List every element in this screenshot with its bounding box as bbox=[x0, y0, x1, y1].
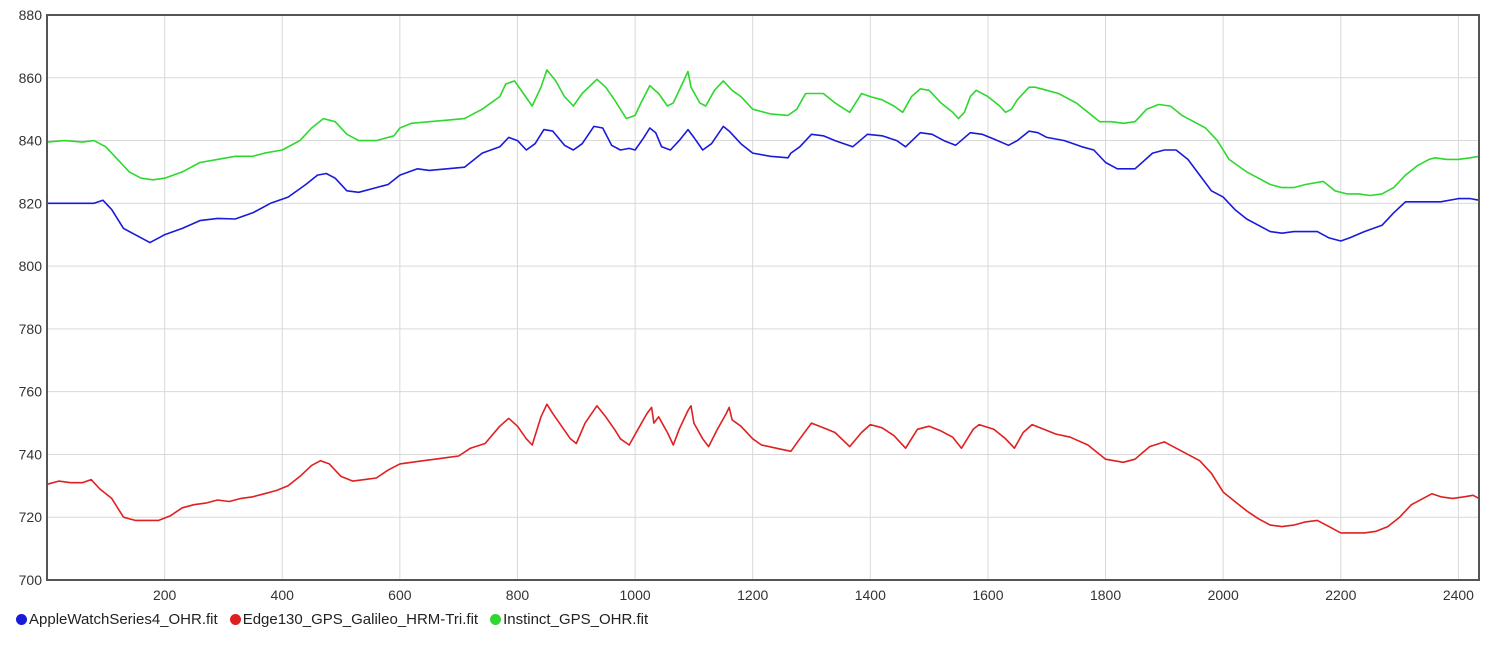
legend: AppleWatchSeries4_OHR.fit Edge130_GPS_Gal… bbox=[16, 611, 648, 628]
series-line-3 bbox=[46, 69, 1480, 197]
x-tick-label: 2400 bbox=[1443, 587, 1474, 603]
y-tick-label: 800 bbox=[19, 258, 43, 274]
legend-item[interactable]: AppleWatchSeries4_OHR.fit bbox=[16, 611, 218, 628]
legend-label: AppleWatchSeries4_OHR.fit bbox=[29, 611, 218, 628]
legend-label: Instinct_GPS_OHR.fit bbox=[503, 611, 649, 628]
x-tick-label: 200 bbox=[153, 587, 177, 603]
axis-tick-labels: 700 720 740 760 780 800 820 840 860 880 200 400 600 8… bbox=[19, 7, 1475, 603]
series-line-1 bbox=[46, 125, 1480, 244]
x-tick-label: 400 bbox=[271, 587, 295, 603]
x-tick-label: 1400 bbox=[855, 587, 886, 603]
y-tick-label: 780 bbox=[19, 321, 43, 337]
legend-item[interactable]: Edge130_GPS_Galileo_HRM-Tri.fit bbox=[229, 611, 479, 628]
line-chart: 700 720 740 760 780 800 820 840 860 880 200 400 600 8… bbox=[19, 7, 1480, 603]
legend-label: Edge130_GPS_Galileo_HRM-Tri.fit bbox=[242, 611, 479, 628]
series-lines bbox=[46, 69, 1480, 534]
x-tick-label: 600 bbox=[388, 587, 412, 603]
y-tick-label: 720 bbox=[19, 509, 43, 525]
series-line-2 bbox=[46, 403, 1480, 534]
y-tick-label: 820 bbox=[19, 195, 43, 211]
plot-frame bbox=[46, 14, 1480, 581]
x-tick-label: 1200 bbox=[737, 587, 768, 603]
x-tick-label: 800 bbox=[506, 587, 530, 603]
x-tick-label: 1800 bbox=[1090, 587, 1121, 603]
legend-dot-icon bbox=[229, 614, 241, 625]
y-tick-label: 860 bbox=[19, 70, 43, 86]
legend-item[interactable]: Instinct_GPS_OHR.fit bbox=[490, 611, 648, 628]
y-tick-label: 700 bbox=[19, 572, 43, 588]
x-tick-label: 1600 bbox=[972, 587, 1003, 603]
y-tick-label: 840 bbox=[19, 133, 43, 149]
x-tick-label: 1000 bbox=[620, 587, 651, 603]
y-tick-label: 880 bbox=[19, 7, 43, 23]
legend-dot-icon bbox=[16, 614, 27, 625]
x-tick-label: 2200 bbox=[1325, 587, 1356, 603]
x-tick-label: 2000 bbox=[1208, 587, 1239, 603]
legend-dot-icon bbox=[490, 614, 502, 625]
y-tick-label: 760 bbox=[19, 384, 43, 400]
y-tick-label: 740 bbox=[19, 446, 43, 462]
grid bbox=[47, 14, 1479, 581]
